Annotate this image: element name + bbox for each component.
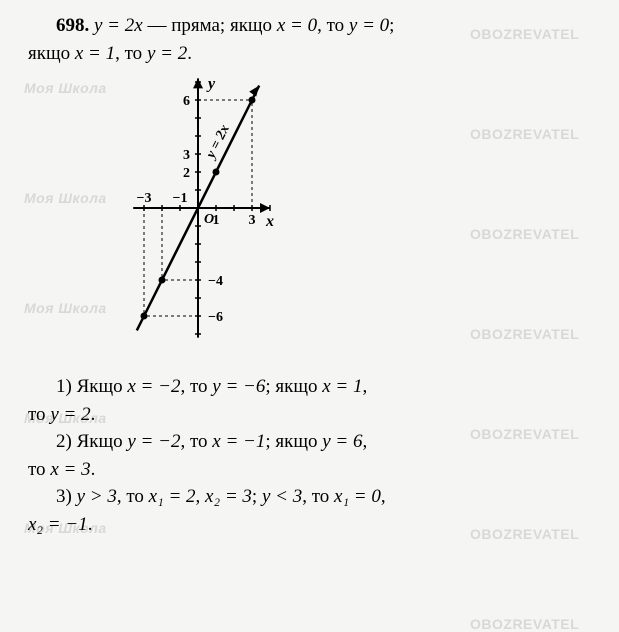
t: 3)	[56, 486, 77, 507]
svg-text:2: 2	[183, 166, 190, 181]
t: .	[88, 514, 93, 535]
eq: x₂ = 3	[205, 486, 252, 507]
svg-text:3: 3	[249, 213, 256, 228]
part-3-line-a: 3) y > 3, то x₁ = 2, x₂ = 3; y < 3, то x…	[28, 483, 591, 511]
part-3-line-b: x₂ = −1.	[28, 511, 591, 539]
t: ,	[381, 486, 386, 507]
eq: x = 1	[75, 43, 115, 64]
eq: x = −1	[212, 431, 265, 452]
eq: y = 2x	[94, 15, 143, 36]
t: 2) Якщо	[56, 431, 127, 452]
eq: y = 0	[349, 15, 389, 36]
line-0: 698. y = 2x — пряма; якщо x = 0, то y = …	[28, 12, 591, 40]
t: , то	[180, 376, 212, 397]
t: , то	[117, 486, 149, 507]
t: , то	[302, 486, 334, 507]
t: — пряма; якщо	[143, 15, 277, 36]
function-graph: −3−113236−4−6yxOy = 2x	[90, 73, 320, 363]
t: ,	[363, 376, 368, 397]
eq: x = 3	[50, 459, 90, 480]
t: ; якщо	[265, 431, 322, 452]
t: якщо	[28, 43, 75, 64]
eq: x = −2	[127, 376, 180, 397]
eq: x₁ = 0	[334, 486, 381, 507]
svg-text:y = 2x: y = 2x	[203, 123, 233, 163]
svg-text:−3: −3	[137, 191, 152, 206]
t: ,	[363, 431, 368, 452]
eq: y = 6	[322, 431, 362, 452]
svg-text:x: x	[265, 213, 274, 230]
eq: x = 1	[322, 376, 362, 397]
t: 1) Якщо	[56, 376, 127, 397]
exercise-content: 698. y = 2x — пряма; якщо x = 0, то y = …	[0, 0, 619, 550]
svg-text:−6: −6	[208, 310, 223, 325]
exercise-number: 698.	[56, 15, 89, 36]
svg-text:−1: −1	[173, 191, 188, 206]
t: то	[28, 404, 50, 425]
t: .	[91, 459, 96, 480]
t: ,	[196, 486, 206, 507]
eq: x₁ = 2	[149, 486, 196, 507]
line-1: якщо x = 1, то y = 2.	[28, 40, 591, 68]
eq: y < 3	[262, 486, 302, 507]
t: .	[187, 43, 192, 64]
eq: y > 3	[77, 486, 117, 507]
svg-text:y: y	[206, 75, 216, 92]
t: , то	[115, 43, 147, 64]
svg-text:3: 3	[183, 148, 190, 163]
eq: y = −6	[212, 376, 265, 397]
t: , то	[180, 431, 212, 452]
svg-text:−4: −4	[208, 274, 223, 289]
t: , то	[317, 15, 349, 36]
svg-text:O: O	[204, 212, 214, 227]
part-2-line-a: 2) Якщо y = −2, то x = −1; якщо y = 6,	[28, 428, 591, 456]
t: ; якщо	[265, 376, 322, 397]
t: то	[28, 459, 50, 480]
eq: x = 0	[277, 15, 317, 36]
t: ;	[252, 486, 262, 507]
svg-text:6: 6	[183, 94, 190, 109]
t: .	[91, 404, 96, 425]
part-2-line-b: то x = 3.	[28, 456, 591, 484]
part-1-line-b: то y = 2.	[28, 401, 591, 429]
eq: x₂ = −1	[28, 514, 88, 535]
t: ;	[389, 15, 394, 36]
part-1-line-a: 1) Якщо x = −2, то y = −6; якщо x = 1,	[28, 373, 591, 401]
eq: y = 2	[147, 43, 187, 64]
eq: y = −2	[127, 431, 180, 452]
eq: y = 2	[50, 404, 90, 425]
